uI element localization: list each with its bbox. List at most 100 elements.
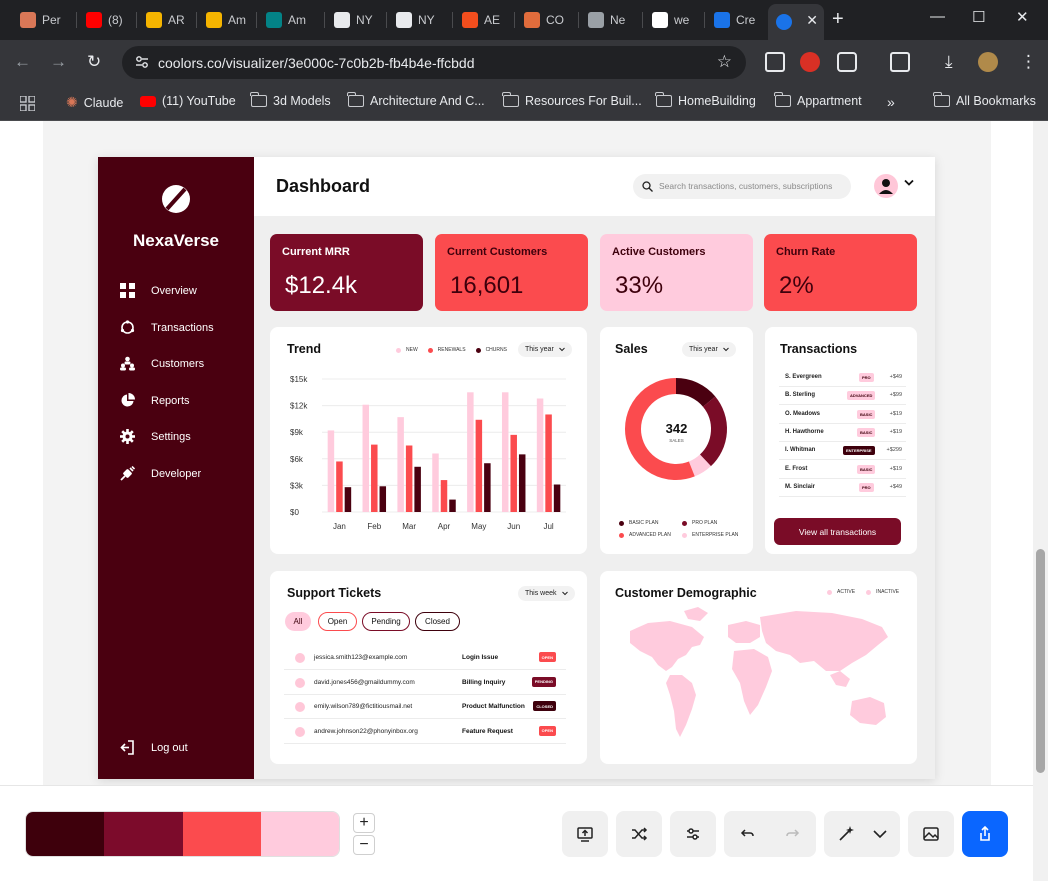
transaction-row[interactable]: S. Evergreen PRO +$49	[779, 371, 906, 387]
bookmark-star-icon[interactable]: ☆	[716, 52, 732, 71]
image-button[interactable]	[908, 811, 954, 857]
nav-developer[interactable]: Developer	[120, 466, 201, 481]
x-tick-label: May	[471, 522, 486, 531]
color-palette[interactable]	[25, 811, 340, 857]
browser-tab[interactable]: Am	[258, 4, 316, 36]
ticket-row[interactable]: andrew.johnson22@phonyinbox.org Feature R…	[284, 720, 566, 744]
magic-icon[interactable]	[837, 825, 855, 843]
back-button[interactable]: ←	[14, 52, 31, 71]
tab-separator	[324, 12, 325, 28]
bookmark-youtube[interactable]: (11) YouTube	[140, 94, 236, 108]
palette-swatch[interactable]	[182, 812, 261, 856]
browser-tab[interactable]: we	[644, 4, 702, 36]
palette-swatch[interactable]	[260, 812, 339, 856]
tab-search-icon[interactable]	[890, 52, 910, 72]
reload-button[interactable]: ↻	[87, 52, 102, 71]
browser-tab[interactable]: NY	[326, 4, 384, 36]
adblock-extension-icon[interactable]	[800, 52, 820, 72]
nav-reports[interactable]: Reports	[120, 393, 190, 408]
sales-legend-basic: BASIC PLAN	[619, 520, 658, 526]
minimize-button[interactable]: —	[930, 8, 945, 25]
bar-new-jan	[327, 430, 335, 512]
ticket-row[interactable]: jessica.smith123@example.com Login Issue O…	[284, 646, 566, 670]
browser-tab[interactable]: NY	[388, 4, 446, 36]
page-scrollbar[interactable]	[1033, 121, 1048, 881]
bookmark-folder-resources[interactable]: Resources For Buil...	[502, 92, 642, 108]
dropdown-icon[interactable]	[873, 829, 887, 839]
scrollbar-thumb[interactable]	[1036, 549, 1045, 773]
transaction-row[interactable]: E. Frost BASIC +$19	[779, 463, 906, 479]
download-icon[interactable]: ⤓	[945, 52, 953, 71]
trend-bar-chart: $0 $3k $6k $9k $12k $15k Jan Feb Mar Apr May Jun Jul	[290, 375, 566, 531]
maximize-button[interactable]: ☐	[972, 9, 986, 26]
palette-toolbar: + −	[0, 785, 1033, 881]
browser-tab[interactable]: AE	[454, 4, 512, 36]
tab-active[interactable]: ✕	[768, 4, 824, 40]
palette-swatch[interactable]	[26, 812, 105, 856]
nav-settings[interactable]: Settings	[120, 429, 191, 444]
profile-avatar[interactable]	[978, 52, 998, 72]
ticket-row[interactable]: david.jones456@gmaildummy.com Billing Inq…	[284, 671, 566, 695]
extensions-icon[interactable]	[837, 52, 857, 72]
new-tab-button[interactable]: +	[832, 8, 844, 30]
more-bookmarks-chevron-icon[interactable]: »	[887, 94, 895, 110]
chevron-down-icon[interactable]	[904, 179, 914, 187]
nav-transactions[interactable]: Transactions	[120, 320, 214, 335]
browser-tab[interactable]: Ne	[580, 4, 638, 36]
filter-closed[interactable]: Closed	[415, 612, 460, 631]
dashboard-header: Dashboard Search transactions, customers…	[254, 157, 935, 216]
browser-tab[interactable]: (8)	[78, 4, 136, 36]
filter-pending[interactable]: Pending	[362, 612, 410, 631]
browser-tab[interactable]: CO	[516, 4, 574, 36]
transaction-row[interactable]: H. Hawthorne BASIC +$19	[779, 426, 906, 442]
sales-period-select[interactable]: This year	[682, 342, 736, 357]
transaction-row[interactable]: I. Whitman ENTERPRISE +$299	[779, 444, 906, 461]
avatar[interactable]	[874, 174, 898, 198]
close-window-button[interactable]: ✕	[1016, 9, 1029, 26]
nav-overview[interactable]: Overview	[120, 283, 197, 298]
bookmark-folder-homebuilding[interactable]: HomeBuilding	[655, 92, 756, 108]
transaction-row[interactable]: B. Sterling ADVANCED +$99	[779, 389, 906, 406]
zoom-out-button[interactable]: −	[353, 835, 375, 855]
bookmark-folder-appartment[interactable]: Appartment	[774, 92, 862, 108]
zoom-in-button[interactable]: +	[353, 813, 375, 833]
tab-separator	[514, 12, 515, 28]
bookmark-folder-all[interactable]: All Bookmarks	[933, 92, 1036, 108]
logout-button[interactable]: Log out	[120, 740, 188, 755]
transaction-row[interactable]: O. Meadows BASIC +$19	[779, 408, 906, 424]
bookmark-folder-3d-models[interactable]: 3d Models	[250, 92, 331, 108]
forward-button[interactable]: →	[50, 52, 67, 71]
browser-tab[interactable]: AR	[138, 4, 196, 36]
chevron-down-icon	[722, 347, 729, 352]
adjust-button[interactable]	[670, 811, 716, 857]
browser-tab[interactable]: Am	[198, 4, 256, 36]
close-tab-icon[interactable]: ✕	[806, 12, 818, 28]
support-period-select[interactable]: This week	[518, 586, 575, 601]
filter-all[interactable]: All	[285, 612, 311, 631]
apps-grid-icon[interactable]	[20, 96, 35, 111]
nav-customers[interactable]: Customers	[120, 356, 204, 371]
shuffle-button[interactable]	[616, 811, 662, 857]
bookmark-folder-architecture[interactable]: Architecture And C...	[347, 92, 485, 108]
cast-extension-icon[interactable]	[765, 52, 785, 72]
redo-icon[interactable]	[784, 825, 802, 843]
present-icon	[577, 827, 593, 842]
site-settings-icon[interactable]	[134, 54, 150, 70]
menu-icon[interactable]: ⋮	[1020, 52, 1037, 71]
address-bar[interactable]: coolors.co/visualizer/3e000c-7c0b2b-fb4b…	[122, 46, 746, 79]
bookmark-claude[interactable]: ✺ Claude	[66, 94, 124, 110]
filter-open[interactable]: Open	[318, 612, 357, 631]
palette-swatch[interactable]	[104, 812, 183, 856]
trend-period-select[interactable]: This year	[518, 342, 572, 357]
undo-icon[interactable]	[738, 825, 756, 843]
browser-tab[interactable]: Cre	[706, 4, 764, 36]
search-input[interactable]: Search transactions, customers, subscrip…	[633, 174, 851, 199]
present-button[interactable]	[562, 811, 608, 857]
share-button[interactable]	[962, 811, 1008, 857]
url-text[interactable]: coolors.co/visualizer/3e000c-7c0b2b-fb4b…	[158, 55, 475, 71]
browser-tab[interactable]: Per	[12, 4, 70, 36]
image-icon	[923, 827, 939, 841]
view-all-transactions-button[interactable]: View all transactions	[774, 518, 901, 545]
transaction-row[interactable]: M. Sinclair PRO +$49	[779, 481, 906, 497]
ticket-row[interactable]: emily.wilson789@fictitiousmail.net Produc…	[284, 695, 566, 719]
